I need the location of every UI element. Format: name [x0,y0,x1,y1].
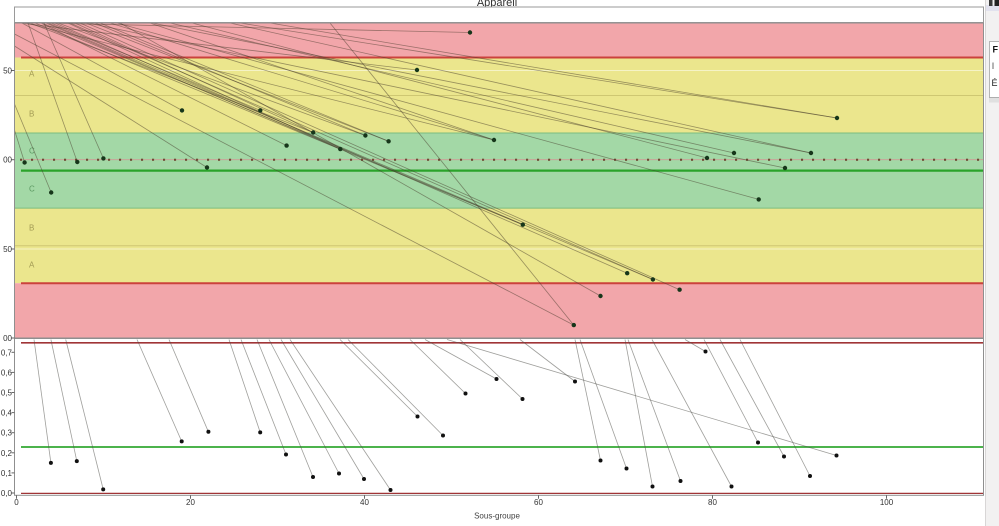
svg-text:Sous-groupe: Sous-groupe [474,512,520,521]
svg-text:0,0: 0,0 [1,489,13,498]
svg-text:60: 60 [534,498,543,507]
svg-text:80: 80 [708,498,717,507]
svg-text:0,6: 0,6 [1,368,13,377]
svg-text:A: A [29,70,35,79]
svg-text:00: 00 [3,334,12,343]
svg-text:Appareil: Appareil [477,0,517,9]
svg-text:0,7: 0,7 [1,348,13,357]
svg-text:0,1: 0,1 [1,469,13,478]
svg-text:B: B [29,110,34,119]
svg-text:40: 40 [360,498,369,507]
svg-text:F: F [993,45,999,55]
svg-text:0,2: 0,2 [1,449,13,458]
svg-text:0,3: 0,3 [1,429,13,438]
svg-text:É: É [992,78,998,88]
svg-text:A: A [29,261,35,270]
svg-text:C: C [29,185,35,194]
svg-text:0,4: 0,4 [1,409,13,418]
svg-text:0,5: 0,5 [1,389,13,398]
svg-text:l: l [992,61,994,71]
svg-text:100: 100 [880,498,894,507]
svg-text:C: C [29,147,35,156]
svg-text:00: 00 [3,156,12,165]
svg-text:50: 50 [3,67,12,76]
svg-text:20: 20 [186,498,195,507]
svg-text:B: B [29,224,34,233]
svg-text:0: 0 [14,498,19,507]
svg-text:50: 50 [3,245,12,254]
